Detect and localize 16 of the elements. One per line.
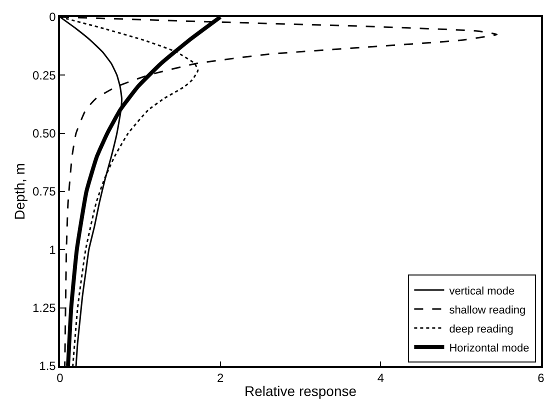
y-tick-label: 1.25	[32, 301, 56, 316]
y-axis-title: Depth, m	[12, 163, 28, 220]
y-tick-label: 1	[49, 242, 56, 257]
legend-label: deep reading	[449, 323, 514, 336]
y-tick-label: 0.50	[32, 126, 56, 141]
y-tick-label: 0	[49, 10, 56, 24]
x-axis-title: Relative response	[244, 382, 357, 399]
y-tick-label: 0.25	[32, 68, 56, 82]
x-tick-label: 2	[216, 371, 224, 386]
legend-label: Horizontal mode	[449, 342, 530, 354]
x-tick-label: 4	[377, 371, 384, 386]
x-tick-label: 6	[538, 371, 545, 386]
y-tick-label: 1.5	[39, 359, 56, 374]
legend-label: vertical mode	[449, 285, 515, 298]
legend-label: shallow reading	[449, 304, 526, 316]
y-tick-label: 0.75	[32, 184, 56, 199]
